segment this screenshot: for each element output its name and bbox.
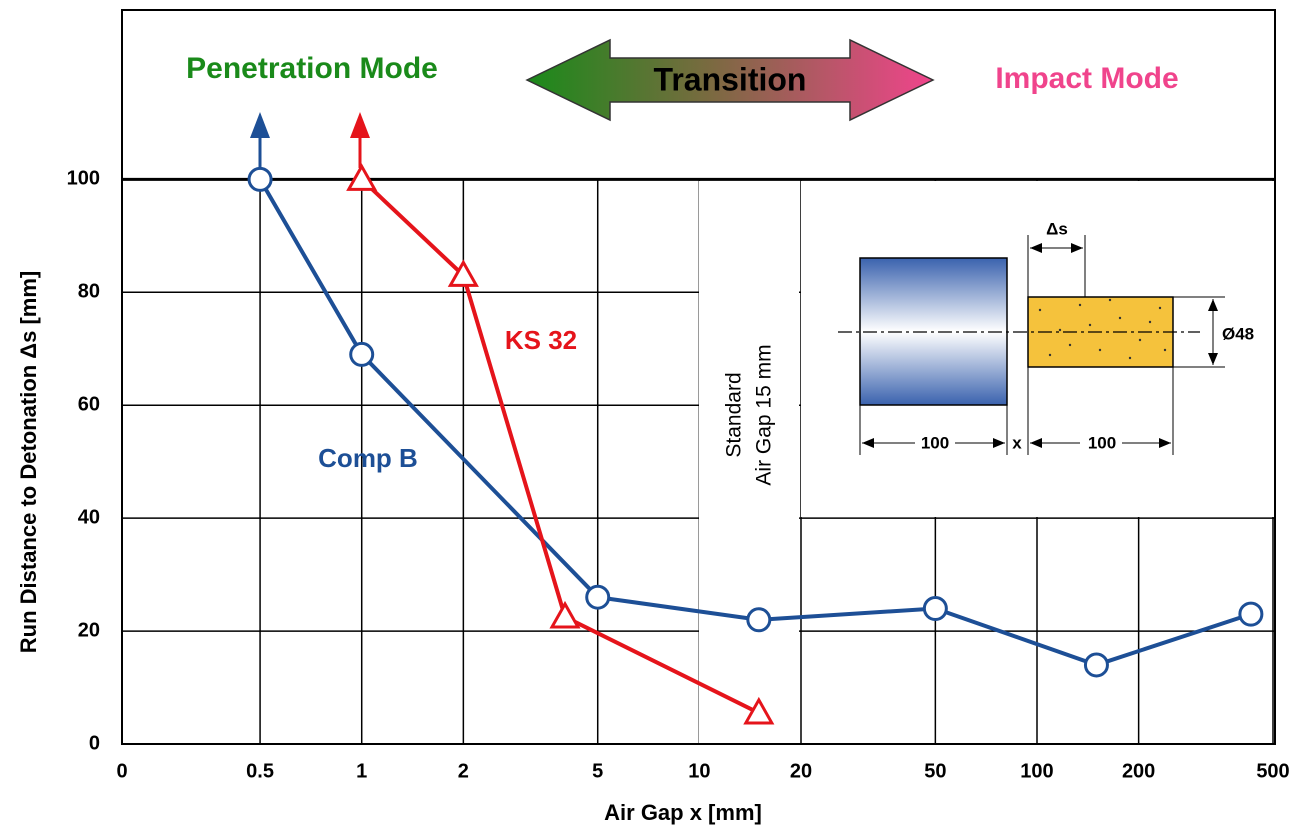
x-tick-label: 1	[356, 760, 367, 782]
x-tick-label: 5	[592, 760, 603, 782]
standard-band	[699, 181, 799, 743]
point-marker	[447, 259, 479, 287]
annotation: Standard	[723, 372, 746, 457]
series-line	[360, 177, 760, 715]
x-tick-label: 50	[924, 760, 946, 782]
y-tick-label: 20	[78, 619, 100, 641]
x-tick-label: 500	[1256, 760, 1289, 782]
series-label: Comp B	[318, 443, 418, 473]
frame	[121, 9, 1276, 745]
x-tick-label: 2	[458, 760, 469, 782]
transition-arrow	[525, 38, 935, 122]
point-marker	[922, 595, 948, 621]
annotation: Penetration Mode	[186, 52, 438, 85]
diagram-label: 100	[1088, 433, 1116, 452]
series-label: KS 32	[505, 325, 577, 355]
off-scale-arrow	[350, 112, 370, 138]
point-marker	[349, 341, 375, 367]
point-marker	[743, 696, 775, 725]
diagram-label: Ø48	[1222, 324, 1254, 343]
point-marker	[585, 584, 611, 610]
diagram-label: x	[1012, 433, 1022, 452]
point-marker	[1238, 601, 1264, 627]
inset-diagram	[838, 235, 1225, 455]
x-tick-label: 100	[1020, 760, 1053, 782]
point-marker	[746, 607, 772, 633]
off-scale-arrow	[250, 112, 270, 138]
diagram-label: 100	[921, 433, 949, 452]
point-marker	[346, 163, 378, 191]
x-tick-label: 0.5	[246, 760, 274, 782]
x-tick-label: 10	[688, 760, 710, 782]
point-marker	[549, 600, 581, 629]
y-tick-label: 100	[67, 168, 100, 190]
point-marker	[1083, 652, 1109, 678]
x-axis-label: Air Gap x [mm]	[604, 800, 762, 825]
point-marker	[247, 166, 273, 192]
annotation: Impact Mode	[995, 62, 1178, 95]
annotation: Air Gap 15 mm	[753, 344, 776, 485]
diagram-label: Δs	[1046, 219, 1068, 238]
y-tick-label: 0	[89, 732, 100, 754]
x-tick-label: 200	[1122, 760, 1155, 782]
y-axis-label: Run Distance to Detonation Δs [mm]	[16, 271, 41, 654]
annotation: Transition	[654, 61, 807, 97]
y-tick-label: 40	[78, 506, 100, 528]
x-tick-label: 20	[790, 760, 812, 782]
y-tick-label: 80	[78, 281, 100, 303]
y-tick-label: 60	[78, 394, 100, 416]
x-tick-label: 0	[116, 760, 127, 782]
